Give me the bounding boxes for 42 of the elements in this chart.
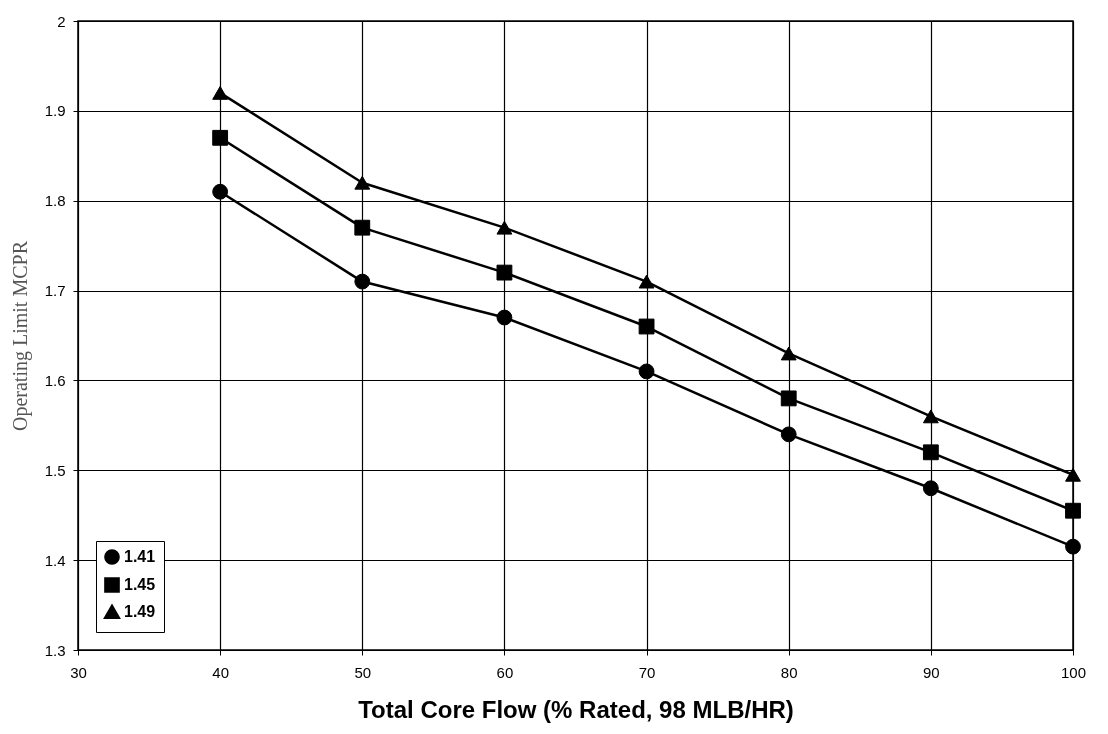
- point: [1065, 538, 1081, 555]
- legend-label: 1.49: [124, 603, 156, 620]
- point: [496, 264, 513, 281]
- x-tick-label: 60: [496, 663, 514, 681]
- x-tick-label: 40: [212, 663, 229, 681]
- x-tick-label: 90: [923, 663, 940, 681]
- point: [496, 309, 513, 326]
- point: [212, 85, 229, 100]
- point: [638, 274, 655, 289]
- y-tick-label: 1.7: [44, 282, 66, 300]
- point: [780, 426, 797, 443]
- point: [638, 363, 655, 380]
- point: [354, 273, 371, 290]
- x-tick-label: 30: [70, 663, 87, 681]
- point: [922, 480, 939, 497]
- x-tick-label: 80: [780, 663, 798, 681]
- point: [780, 390, 797, 407]
- x-tick-label: 100: [1060, 663, 1087, 681]
- y-tick-label: 1.3: [44, 641, 66, 659]
- y-tick-label: 1.5: [44, 461, 66, 479]
- point: [780, 346, 797, 361]
- point: [354, 175, 371, 190]
- point: [922, 444, 939, 461]
- point: [922, 409, 939, 424]
- legend-label: 1.45: [124, 576, 156, 593]
- x-tick-label: 50: [354, 663, 372, 681]
- point: [1065, 467, 1081, 482]
- y-tick-label: 2: [57, 12, 66, 30]
- y-axis-title: Operating Limit MCPR: [8, 240, 32, 431]
- y-tick-label: 1.9: [44, 102, 66, 120]
- x-tick-label: 70: [638, 663, 656, 681]
- x-axis-title: Total Core Flow (% Rated, 98 MLB/HR): [358, 695, 794, 723]
- point: [212, 129, 229, 146]
- y-tick-label: 1.6: [44, 371, 66, 389]
- legend-label: 1.41: [124, 548, 156, 565]
- point: [496, 220, 513, 235]
- point: [354, 219, 371, 236]
- point: [212, 183, 229, 200]
- point: [638, 318, 655, 335]
- y-tick-label: 1.8: [44, 192, 66, 210]
- y-tick-label: 1.4: [44, 551, 66, 569]
- point: [1065, 502, 1081, 519]
